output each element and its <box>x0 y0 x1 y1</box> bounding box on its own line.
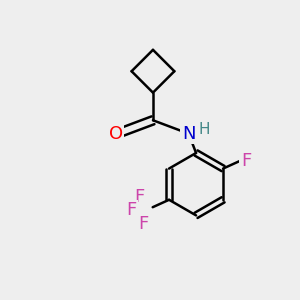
Text: H: H <box>198 122 210 137</box>
Text: F: F <box>241 152 251 170</box>
Text: F: F <box>134 188 144 206</box>
Text: F: F <box>139 214 149 232</box>
Text: O: O <box>109 125 123 143</box>
Text: F: F <box>126 201 136 219</box>
Text: N: N <box>182 125 195 143</box>
